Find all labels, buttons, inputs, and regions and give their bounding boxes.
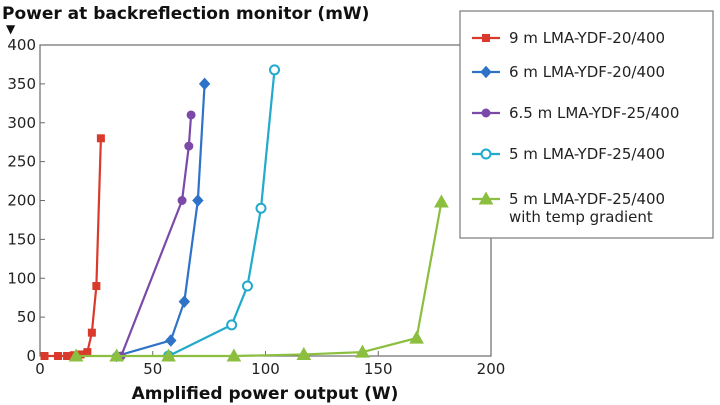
data-point [192,194,204,207]
data-point [92,282,101,291]
y-tick-label: 100 [7,269,36,287]
y-tick-label: 300 [7,114,36,132]
data-point [96,134,105,143]
legend-label: 5 m LMA-YDF-25/400 [509,145,665,163]
legend-item: 6.5 m LMA-YDF-25/400 [472,104,679,122]
series-3 [116,110,196,361]
chart-title: Power at backreflection monitor (mW) [2,4,369,24]
series-1 [40,134,105,360]
data-point [355,344,370,358]
data-point [198,77,211,91]
x-tick-label: 100 [251,360,280,378]
y-tick-label: 200 [7,192,36,210]
legend-item: 6 m LMA-YDF-20/400 [472,63,665,81]
series-line [120,114,193,357]
series-line [76,201,443,358]
legend-label: 5 m LMA-YDF-25/400 [509,190,665,208]
series-5 [68,194,449,362]
data-point [177,196,187,205]
x-tick-label: 150 [364,360,393,378]
series-line [44,138,102,358]
x-tick-label: 50 [143,360,162,378]
data-point [184,141,194,151]
legend-marker [480,65,492,79]
legend-label: 6.5 m LMA-YDF-25/400 [509,104,679,122]
legend-marker [480,148,492,160]
plot-frame [39,44,492,357]
y-tick-label: 50 [17,308,36,326]
data-point [83,348,92,357]
y-tick-label: 350 [7,75,36,93]
plot-area [40,64,449,363]
series-4 [163,64,281,362]
data-point [241,280,253,292]
y-tick-label: 250 [7,153,36,171]
data-point [109,348,125,362]
data-point [178,295,190,308]
series-2 [110,77,211,363]
legend-label: 6 m LMA-YDF-20/400 [509,63,665,81]
x-axis-label: Amplified power output (W) [132,384,399,404]
data-point [255,202,267,214]
data-point [87,328,96,337]
data-point [68,348,84,362]
y-tick-label: 150 [7,230,36,248]
legend-marker [482,34,490,42]
legend-marker [478,191,494,205]
data-point [186,110,196,120]
legend-marker [481,108,491,118]
data-point [40,352,49,360]
data-point [269,64,281,76]
y-tick-label: 400 [7,36,36,54]
data-point [161,348,176,362]
legend: 9 m LMA-YDF-20/400 6 m LMA-YDF-20/400 6.5 … [459,10,714,239]
legend-box [459,10,714,239]
title-marker-icon: ▼ [6,22,16,36]
y-tick-label: 0 [26,347,36,365]
data-point [63,352,72,360]
data-point [54,352,63,360]
legend-item: 5 m LMA-YDF-25/400 [472,145,665,163]
legend-label: 9 m LMA-YDF-20/400 [509,29,665,47]
legend-label: with temp gradient [509,208,653,226]
x-tick-label: 200 [477,360,506,378]
data-point [226,348,242,362]
data-point [296,346,312,360]
legend-item: 9 m LMA-YDF-20/400 [472,29,665,47]
data-point [226,319,238,331]
x-tick-label: 0 [35,360,45,378]
data-point [165,334,177,347]
data-point [409,330,424,344]
data-point [434,194,449,208]
